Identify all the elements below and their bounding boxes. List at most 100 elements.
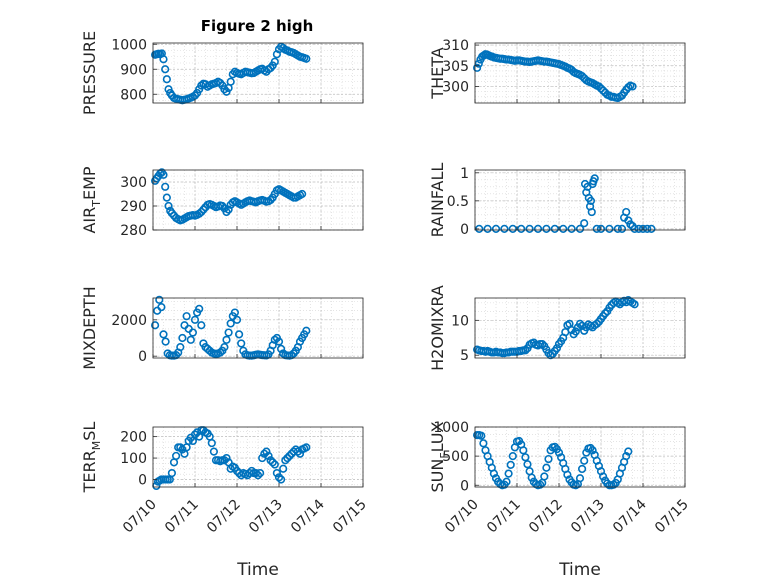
data-point	[222, 453, 231, 463]
y-tick-label: 300	[442, 79, 469, 95]
data-point	[164, 201, 173, 211]
data-point	[190, 315, 200, 324]
y-tick-label: 200	[120, 430, 147, 446]
data-point	[634, 224, 643, 233]
data-point	[575, 224, 585, 233]
data-point	[188, 328, 197, 337]
data-point	[577, 72, 587, 81]
data-point	[500, 224, 509, 233]
data-point	[571, 327, 580, 336]
data-point	[577, 464, 587, 474]
data-point	[592, 224, 601, 233]
data-point	[624, 447, 633, 456]
x-tick-label: 07/15	[652, 497, 692, 537]
y-tick-label: 300	[120, 175, 147, 191]
y-tick-label: 1000	[433, 420, 469, 436]
data-point	[260, 449, 269, 458]
y-tick-label: 2000	[111, 313, 147, 329]
x-tick-label: 07/13	[246, 497, 286, 537]
x-tick-label: 07/11	[484, 497, 524, 537]
data-point	[474, 59, 483, 68]
data-point	[590, 174, 599, 183]
axes-box	[152, 297, 364, 359]
data-point	[544, 454, 553, 464]
data-point	[207, 438, 216, 448]
data-point	[519, 446, 528, 455]
data-point	[598, 86, 608, 95]
y-tick-label: 0	[460, 222, 469, 238]
y-tick-label: 1	[460, 166, 469, 182]
data-point	[178, 333, 187, 343]
data-point	[155, 295, 164, 304]
data-point	[617, 224, 627, 233]
data-point	[281, 456, 290, 465]
data-point	[538, 339, 547, 349]
data-point	[575, 319, 585, 328]
data-point	[277, 344, 286, 354]
data-point	[161, 337, 170, 346]
data-point	[293, 447, 303, 456]
data-point	[285, 451, 294, 461]
y-tick-label: 0	[138, 473, 147, 489]
data-point	[302, 54, 311, 63]
data-point	[157, 302, 166, 312]
data-point	[647, 224, 656, 233]
data-point	[224, 205, 233, 214]
data-point	[159, 55, 168, 64]
axes-box	[152, 42, 364, 104]
data-point	[167, 468, 176, 478]
figure-title: Figure 2 high	[201, 17, 314, 35]
data-point	[302, 443, 311, 452]
data-point	[272, 468, 282, 478]
data-point	[605, 224, 614, 233]
data-point	[521, 453, 530, 462]
data-point	[230, 308, 239, 317]
data-point	[216, 348, 225, 357]
data-point	[592, 319, 601, 328]
y-tick-label: 5	[460, 348, 469, 364]
series-markers	[151, 168, 307, 225]
data-point	[190, 430, 200, 439]
data-point	[159, 330, 168, 339]
series-markers	[151, 42, 311, 105]
data-point	[622, 452, 631, 461]
data-point	[483, 224, 492, 233]
axes-box	[474, 297, 686, 359]
data-point	[253, 471, 263, 480]
y-axis-label: TERRMSL	[80, 422, 103, 494]
data-point	[222, 335, 231, 344]
data-point	[502, 477, 511, 486]
x-tick-label: 07/12	[204, 497, 244, 537]
data-point	[151, 321, 160, 330]
data-point	[159, 170, 168, 179]
data-point	[256, 468, 265, 478]
data-point	[268, 458, 277, 467]
data-point	[508, 452, 517, 461]
data-point	[224, 328, 233, 337]
data-point	[527, 473, 536, 482]
data-point	[295, 449, 305, 458]
data-point	[643, 224, 652, 233]
data-point	[554, 448, 564, 457]
data-point	[580, 456, 589, 465]
y-tick-label: 280	[120, 223, 147, 239]
x-tick-label: 07/12	[526, 497, 566, 537]
y-tick-label: 305	[442, 59, 469, 75]
axes-box	[152, 169, 364, 231]
data-point	[479, 439, 488, 448]
data-point	[622, 207, 631, 217]
panel-rainfall: 0 0.5 1 RAINFALL	[428, 163, 686, 238]
panel-air-temp: 280 290 300 AIRTEMP	[80, 166, 364, 239]
data-point	[274, 473, 284, 482]
data-point	[525, 224, 534, 233]
data-point	[596, 224, 606, 233]
y-tick-label: 10	[451, 313, 469, 329]
data-point	[298, 189, 307, 199]
data-point	[587, 207, 596, 217]
data-point	[182, 312, 191, 321]
data-point	[473, 63, 482, 72]
data-point	[302, 326, 311, 335]
data-point	[630, 300, 639, 309]
series-markers	[475, 174, 656, 233]
